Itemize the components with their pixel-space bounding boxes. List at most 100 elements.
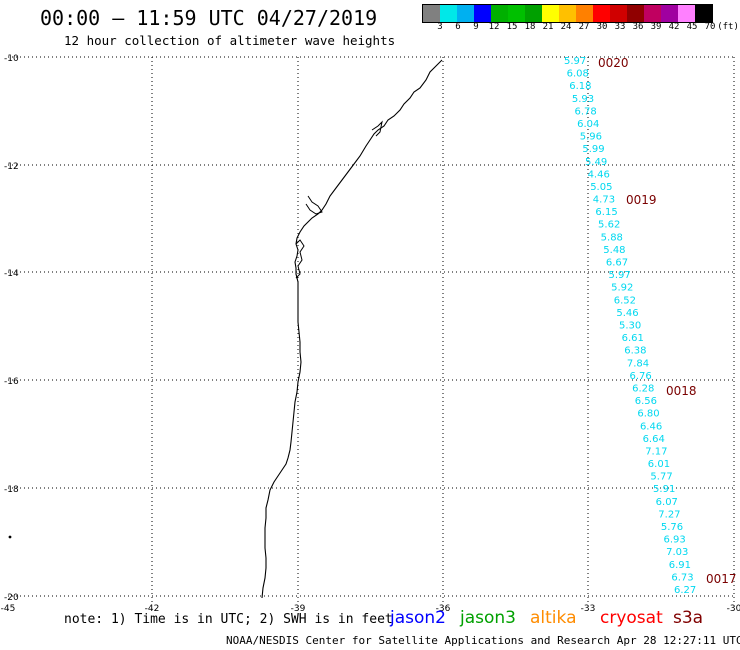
wave-height-value: 6.61: [622, 333, 644, 344]
legend-label: 30: [596, 22, 608, 32]
wave-height-value: 6.64: [643, 434, 665, 445]
legend-swatch: [661, 5, 678, 22]
legend-swatch: [423, 5, 440, 22]
legend-swatch: [576, 5, 593, 22]
legend-label: 42: [668, 22, 680, 32]
map-subtitle: 12 hour collection of altimeter wave hei…: [64, 33, 396, 48]
wave-height-value: 7.03: [666, 547, 688, 558]
satellite-cryosat: cryosat: [600, 608, 663, 628]
wave-height-value: 5.76: [661, 522, 683, 533]
legend-label: 9: [473, 22, 479, 32]
longitude-label: -42: [145, 604, 160, 614]
legend-label: 36: [632, 22, 644, 32]
wave-height-value: 6.56: [635, 396, 657, 407]
longitude-label: -45: [1, 604, 16, 614]
credit-text: NOAA/NESDIS Center for Satellite Applica…: [226, 634, 740, 647]
legend-swatch: [542, 5, 559, 22]
wave-height-value: 6.18: [569, 81, 591, 92]
wave-height-value: 4.73: [593, 195, 615, 206]
wave-height-value: 6.04: [577, 119, 599, 130]
legend-label: 6: [455, 22, 461, 32]
satellite-altika: altika: [530, 608, 577, 628]
wave-height-value: 6.46: [640, 421, 662, 432]
wave-height-value: 6.76: [629, 371, 651, 382]
wave-height-value: 6.80: [637, 409, 659, 420]
longitude-label: -30: [727, 604, 740, 614]
latitude-label: -20: [4, 593, 19, 603]
altimeter-track: 5.97 6.086.18 5.936.78 6.04 5.965.99 5.494.46…: [564, 56, 696, 596]
wave-height-value: 6.38: [624, 346, 646, 357]
legend-label: 39: [650, 22, 662, 32]
longitude-label: -39: [291, 604, 306, 614]
legend-swatch: [474, 5, 491, 22]
legend-label: 15: [506, 22, 518, 32]
legend-swatch: [525, 5, 542, 22]
wave-height-value: 5.05: [590, 182, 612, 193]
island: [8, 535, 12, 539]
satellite-s3a: s3a: [673, 608, 704, 628]
latitude-label: -10: [4, 54, 19, 64]
legend-swatch: [627, 5, 644, 22]
wave-height-value: 5.91: [653, 484, 675, 495]
pass-time-label: 0019: [626, 193, 657, 207]
wave-height-value: 6.91: [669, 560, 691, 571]
wave-height-value: 5.77: [650, 472, 672, 483]
legend-swatch: [593, 5, 610, 22]
wave-height-value: 5.46: [616, 308, 638, 319]
wave-height-value: 6.15: [595, 207, 617, 218]
legend-swatch: [559, 5, 576, 22]
latitude-label: -14: [4, 269, 19, 279]
wave-height-value: 4.46: [588, 169, 610, 180]
legend-swatch: [440, 5, 457, 22]
legend-swatch: [491, 5, 508, 22]
legend-swatch: [644, 5, 661, 22]
coastline-bay: [295, 120, 383, 279]
legend-swatch: [457, 5, 474, 22]
legend-label: (ft): [717, 22, 739, 32]
legend-label: 3: [437, 22, 443, 32]
wave-height-value: 7.27: [658, 509, 680, 520]
wave-height-value: 5.88: [601, 232, 623, 243]
latitude-label: -12: [4, 162, 19, 172]
wave-height-value: 6.67: [606, 258, 628, 269]
map-title: 00:00 – 11:59 UTC 04/27/2019: [40, 6, 378, 30]
wave-height-value: 5.99: [582, 144, 604, 155]
legend-label: 33: [614, 22, 626, 32]
latitude-labels: -10 -12 -14 -16 -18 -20: [4, 54, 19, 603]
latitude-label: -18: [4, 485, 19, 495]
wave-height-value: 5.93: [572, 94, 594, 105]
pass-time-label: 0017: [706, 572, 737, 586]
legend-label: 24: [560, 22, 572, 32]
legend-swatch: [508, 5, 525, 22]
legend-label: 21: [542, 22, 554, 32]
wave-height-value: 6.78: [574, 106, 596, 117]
legend-label: 27: [578, 22, 590, 32]
satellite-jason3: jason3: [460, 608, 516, 628]
wave-height-value: 5.92: [611, 283, 633, 294]
wave-height-value: 6.52: [614, 295, 636, 306]
legend-label: 45: [686, 22, 698, 32]
wave-height-value: 5.49: [585, 157, 607, 168]
pass-time-label: 0018: [666, 384, 697, 398]
wave-height-value: 6.28: [632, 383, 654, 394]
wave-height-value: 5.62: [598, 220, 620, 231]
legend-swatch: [678, 5, 695, 22]
coastline: [261, 59, 443, 599]
satellite-jason2: jason2: [390, 608, 446, 628]
longitude-labels: -45 -42 -39 -36 -33 -30: [1, 604, 740, 614]
longitude-label: -33: [581, 604, 596, 614]
wave-height-value: 6.73: [671, 572, 693, 583]
wave-height-value: 5.97: [564, 56, 586, 67]
longitude-label: -36: [436, 604, 451, 614]
pass-time-label: 0020: [598, 56, 629, 70]
color-legend: [422, 4, 713, 23]
legend-label: 70: [704, 22, 716, 32]
latitude-label: -16: [4, 377, 19, 387]
wave-height-value: 5.96: [580, 132, 602, 143]
map-grid: [8, 56, 735, 604]
wave-height-value: 6.01: [648, 459, 670, 470]
track-time-labels: 0020 0019 0018 0017: [598, 56, 737, 586]
wave-height-value: 6.07: [656, 497, 678, 508]
wave-height-value: 5.48: [603, 245, 625, 256]
